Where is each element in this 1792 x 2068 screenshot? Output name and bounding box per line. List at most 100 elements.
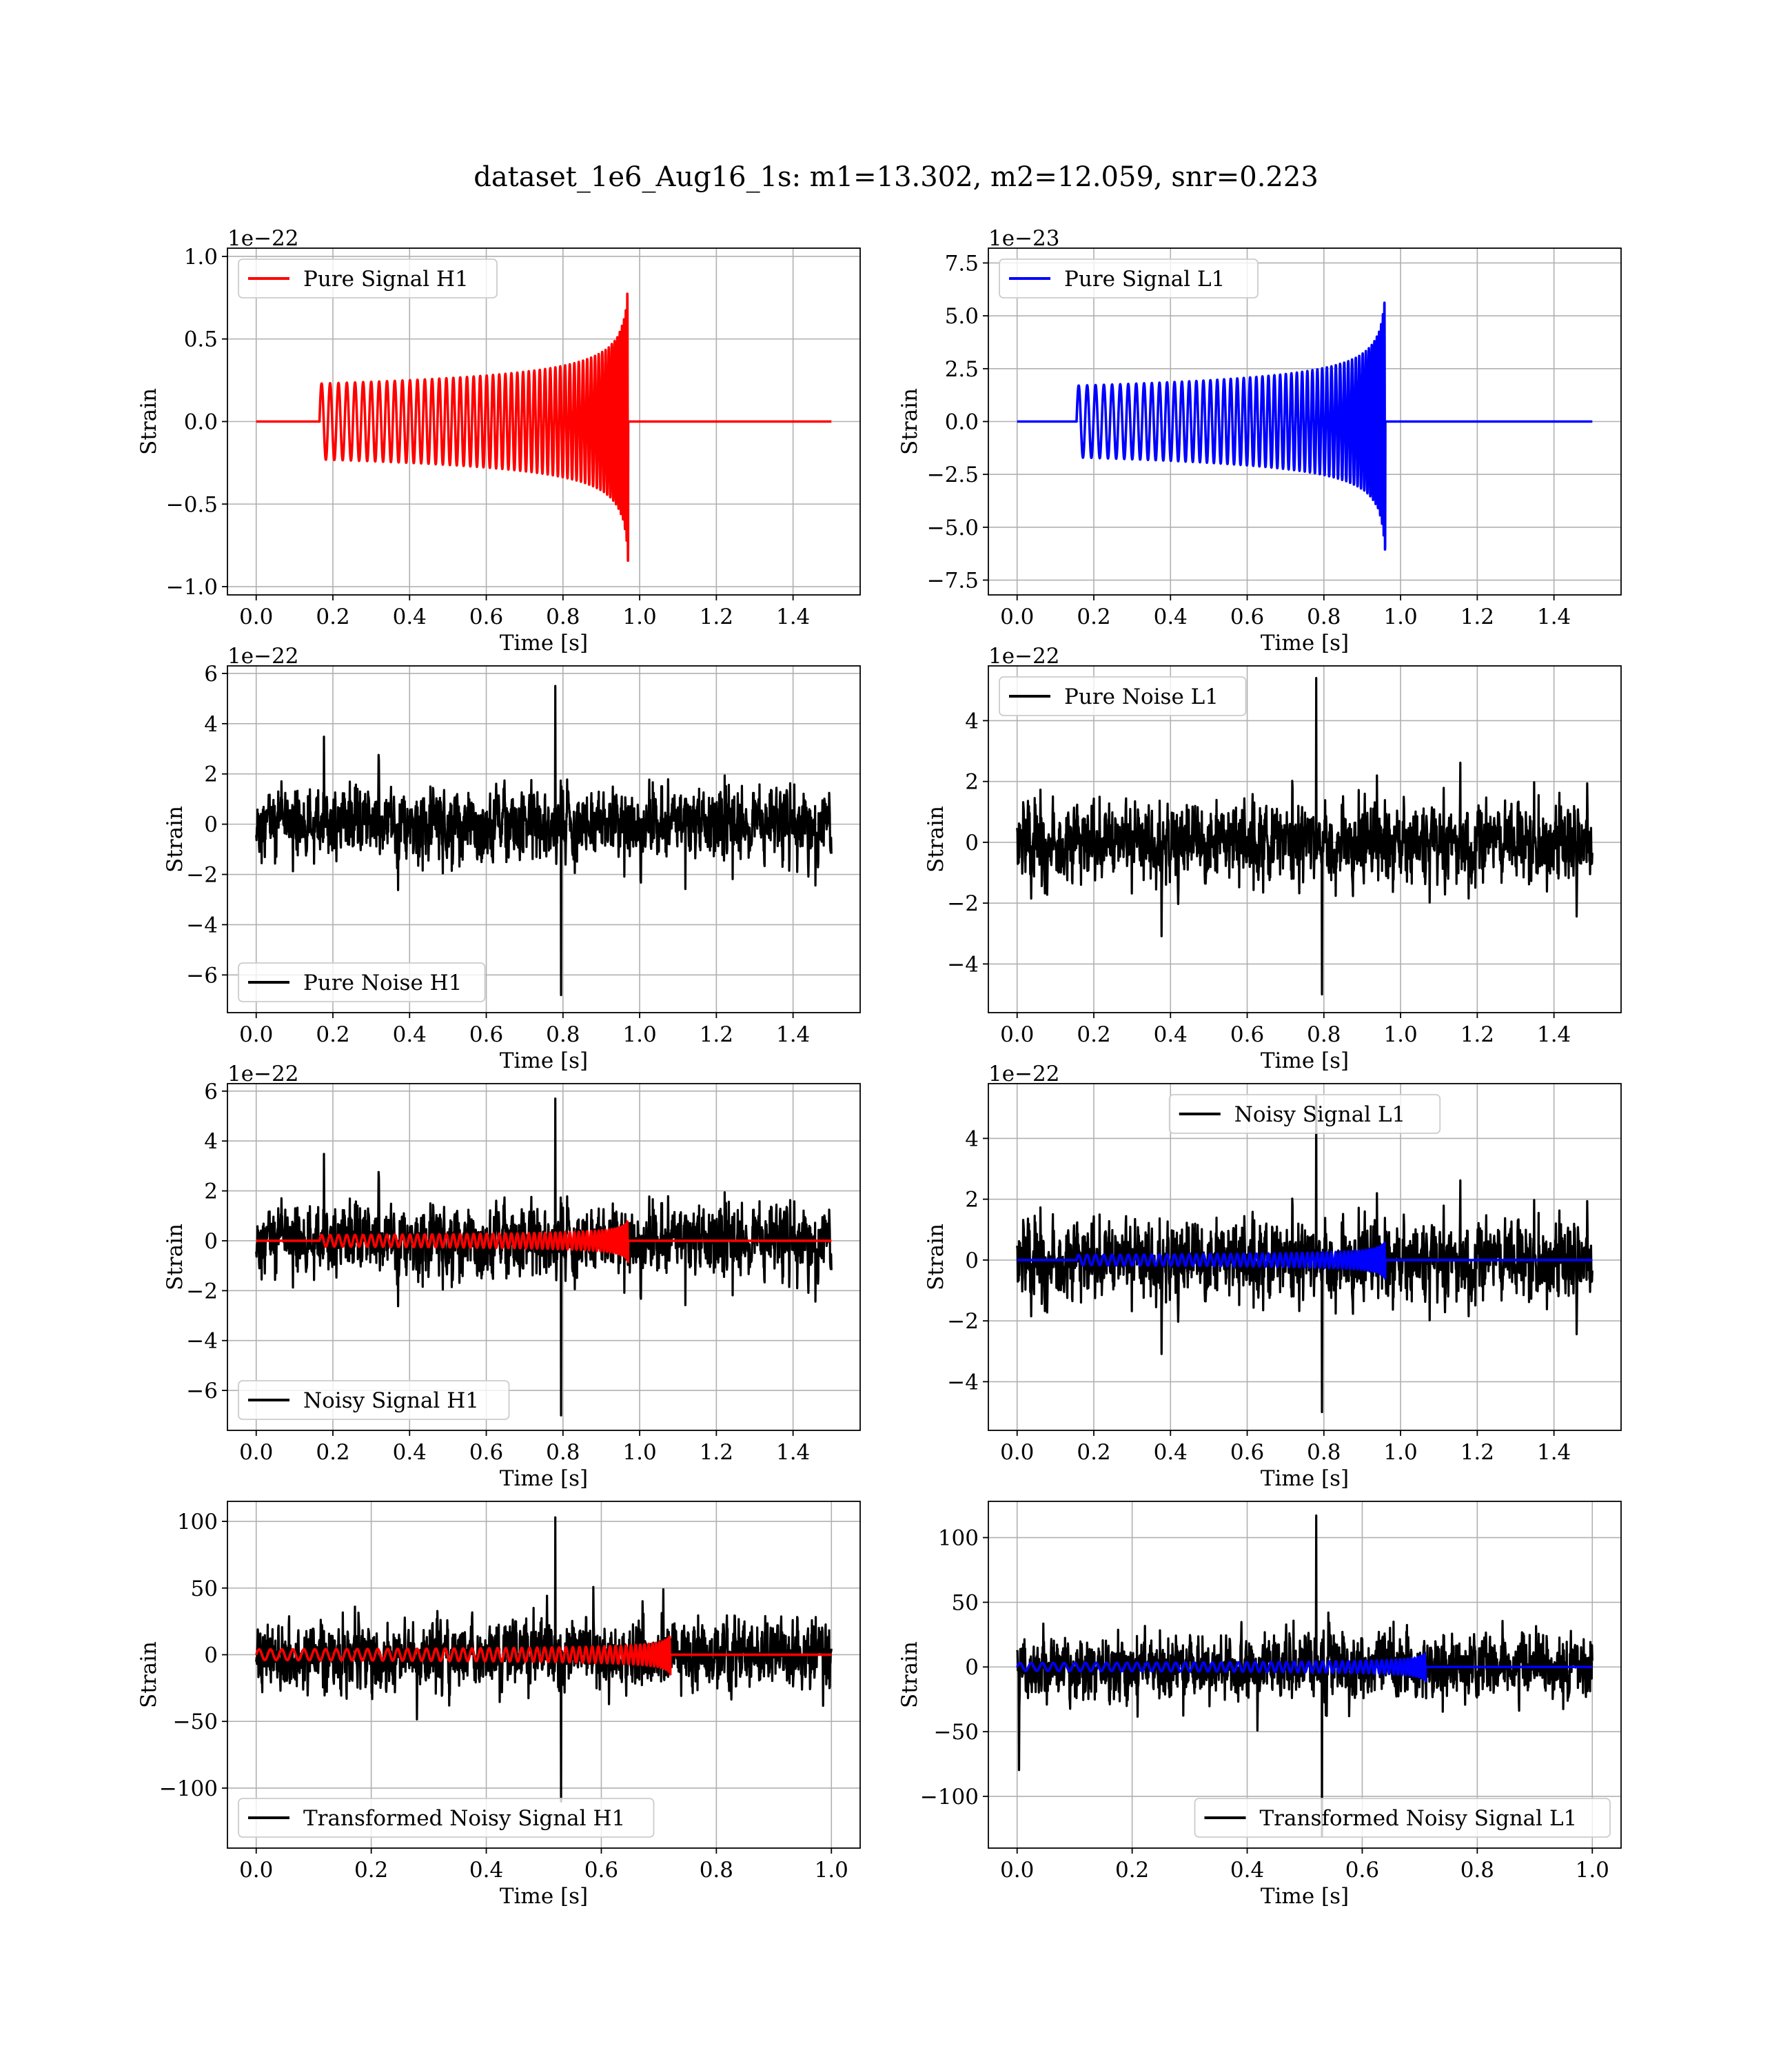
series-group: [1016, 1514, 1594, 1838]
x-tick-label: 0.0: [1000, 1440, 1034, 1465]
subplot-1: 0.0 0.2 0.4 0.6 0.8 1.0 1.2 1.4 −1.0 −0.5 0.0 0.5 1.…: [136, 226, 861, 656]
x-axis-label: Time [s]: [1261, 631, 1349, 656]
y-tick-label: 5.0: [945, 304, 979, 329]
y-axis-label: Strain: [136, 388, 161, 455]
x-tick-label: 0.6: [584, 1858, 618, 1883]
y-axis-label: Strain: [924, 806, 948, 873]
y-tick-label: −0.5: [166, 492, 218, 517]
y-tick-label: 6: [204, 662, 218, 687]
noise-series-line: [1016, 677, 1594, 996]
y-tick-label: −4: [947, 1370, 979, 1395]
y-tick-label: 2.5: [945, 357, 979, 382]
legend: Pure Signal H1: [238, 258, 498, 298]
x-tick-label: 1.4: [1537, 1440, 1571, 1465]
legend-box: [1168, 1094, 1441, 1134]
x-tick-label: 0.0: [1000, 1858, 1034, 1883]
x-tick-label: 1.0: [1383, 605, 1417, 629]
x-tick-label: 0.0: [239, 1858, 273, 1883]
x-tick-label: 1.4: [1537, 605, 1571, 629]
y-tick-label: −1.0: [166, 575, 218, 600]
legend-label: Noisy Signal L1: [1234, 1102, 1406, 1127]
axes-frame: [227, 1083, 861, 1431]
legend-box: [238, 1380, 510, 1420]
legend-box: [238, 258, 498, 298]
y-tick-label: 2: [204, 762, 218, 787]
axis-offset-text: 1e−22: [227, 226, 299, 251]
x-tick-label: 0.6: [469, 1022, 503, 1047]
legend-label: Pure Noise H1: [303, 971, 462, 995]
x-tick-label: 0.2: [1115, 1858, 1149, 1883]
x-tick-label: 1.2: [1460, 1440, 1494, 1465]
x-tick-label: 0.8: [546, 1440, 580, 1465]
x-tick-label: 0.4: [393, 1022, 427, 1047]
x-tick-label: 1.2: [700, 1022, 733, 1047]
y-tick-label: 2: [965, 1188, 979, 1213]
y-axis-label: Strain: [897, 1641, 922, 1708]
x-tick-label: 1.0: [1383, 1022, 1417, 1047]
y-tick-label: −100: [159, 1776, 218, 1801]
axis-offset-text: 1e−23: [988, 226, 1060, 251]
y-tick-label: 50: [191, 1577, 218, 1601]
y-tick-label: 7.5: [945, 251, 979, 276]
axes-frame: [227, 665, 861, 1013]
y-tick-label: 4: [965, 709, 979, 733]
x-tick-label: 0.0: [239, 605, 273, 629]
signal-series-line: [255, 1220, 833, 1264]
y-axis-label: Strain: [897, 388, 922, 455]
x-tick-label: 0.2: [316, 1440, 349, 1465]
y-tick-label: 1.0: [184, 245, 218, 270]
y-tick-label: −6: [186, 1379, 218, 1403]
y-tick-label: 4: [204, 1129, 218, 1154]
x-tick-label: 0.4: [1230, 1858, 1264, 1883]
x-tick-label: 1.2: [1460, 1022, 1494, 1047]
x-tick-label: 0.4: [393, 605, 427, 629]
legend-label: Transformed Noisy Signal L1: [1260, 1806, 1578, 1831]
x-tick-label: 0.8: [1307, 1022, 1341, 1047]
y-tick-label: 2: [204, 1179, 218, 1204]
legend: Noisy Signal H1: [238, 1380, 510, 1420]
y-axis-label: Strain: [136, 1641, 161, 1708]
x-tick-label: 0.2: [316, 605, 349, 629]
subplot-3: 0.0 0.2 0.4 0.6 0.8 1.0 1.2 1.4 −6 −4 −2 0 2 4 6 Time […: [163, 644, 861, 1073]
signal-series-line: [1016, 301, 1594, 551]
y-tick-label: −2: [947, 891, 979, 916]
y-tick-label: −4: [186, 913, 218, 937]
x-tick-label: 0.4: [1154, 1022, 1188, 1047]
signal-series-line: [1016, 1241, 1594, 1280]
x-tick-label: 0.6: [469, 1440, 503, 1465]
subplot-5: 0.0 0.2 0.4 0.6 0.8 1.0 1.2 1.4 −6 −4 −2 0 2 4 6 Time […: [163, 1062, 861, 1491]
x-tick-label: 1.2: [700, 1440, 733, 1465]
x-tick-label: 0.2: [1077, 1022, 1110, 1047]
legend: Transformed Noisy Signal L1: [1194, 1798, 1611, 1838]
y-tick-label: −4: [947, 952, 979, 977]
axis-offset-text: 1e−22: [988, 1062, 1060, 1086]
legend-label: Pure Noise L1: [1064, 685, 1219, 709]
y-tick-label: −100: [920, 1785, 979, 1810]
y-tick-label: 0: [204, 813, 218, 838]
series-group: [255, 292, 833, 562]
x-tick-label: 1.4: [776, 1440, 810, 1465]
legend: Noisy Signal L1: [1168, 1094, 1441, 1134]
x-tick-label: 0.6: [1345, 1858, 1379, 1883]
legend-label: Transformed Noisy Signal H1: [303, 1806, 625, 1831]
x-tick-label: 0.0: [239, 1022, 273, 1047]
y-axis-label: Strain: [163, 806, 187, 873]
y-tick-label: −2: [186, 1279, 218, 1304]
y-tick-label: 0: [965, 831, 979, 855]
x-tick-label: 0.2: [316, 1022, 349, 1047]
x-tick-label: 1.0: [1576, 1858, 1609, 1883]
x-tick-label: 0.8: [1460, 1858, 1494, 1883]
x-tick-label: 0.0: [1000, 1022, 1034, 1047]
y-tick-label: 0.0: [945, 410, 979, 435]
legend: Pure Noise L1: [999, 676, 1247, 716]
axes-frame: [988, 1501, 1622, 1849]
legend-label: Noisy Signal H1: [303, 1388, 479, 1413]
noise-series-line: [1016, 1514, 1594, 1838]
legend-box: [999, 676, 1247, 716]
axis-offset-text: 1e−22: [227, 644, 299, 669]
x-tick-label: 0.4: [1154, 1440, 1188, 1465]
subplot-2: 0.0 0.2 0.4 0.6 0.8 1.0 1.2 1.4 −7.5 −5.0 −2.5 0.0 2…: [897, 226, 1622, 656]
legend: Pure Noise H1: [238, 962, 486, 1002]
noise-series-line: [255, 1516, 833, 1803]
